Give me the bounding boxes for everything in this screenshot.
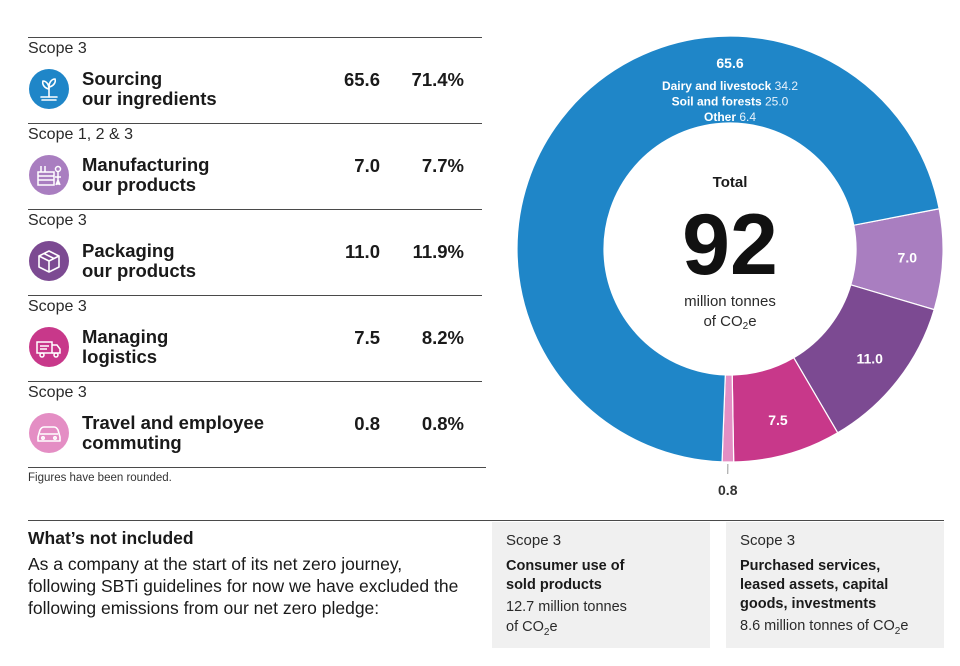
box-icon — [29, 241, 69, 281]
car-icon — [29, 413, 69, 453]
breakdown-label: Dairy and livestock 34.2 — [662, 79, 798, 93]
box-value: 12.7 million tonnes of CO2e — [506, 599, 627, 638]
category-name: Manufacturing our products — [82, 154, 210, 195]
donut-segment-0 — [516, 35, 940, 463]
table-row: Scope 3 Managing logistics 7.5 8.2% — [28, 295, 482, 381]
category-percent: 71.4% — [411, 69, 464, 90]
segment-value-label: 7.5 — [768, 412, 788, 428]
breakdown-label: Soil and forests 25.0 — [672, 95, 789, 109]
scope-label: Scope 3 — [28, 298, 87, 315]
category-percent: 11.9% — [412, 241, 464, 262]
segment-value-label: 11.0 — [856, 350, 883, 366]
category-value: 7.0 — [354, 155, 380, 176]
category-name: Travel and employee commuting — [82, 412, 265, 453]
breakdown-label: Other 6.4 — [704, 110, 756, 124]
table-row: Scope 1, 2 & 3 Manufacturing our products… — [28, 123, 482, 209]
excluded-title: What’s not included — [28, 528, 194, 548]
box-scope-label: Scope 3 — [506, 532, 562, 549]
scope-label: Scope 3 — [28, 384, 87, 401]
plant-icon — [29, 69, 69, 109]
segment-value-label: 0.8 — [718, 482, 738, 498]
excluded-box-purchased-services: Scope 3 Purchased services, leased asset… — [726, 522, 944, 648]
category-name: Sourcing our ingredients — [82, 68, 217, 109]
scope-label: Scope 3 — [28, 40, 87, 57]
rounding-note: Figures have been rounded. — [28, 472, 172, 484]
category-value: 7.5 — [354, 327, 380, 348]
category-percent: 8.2% — [421, 327, 464, 348]
emissions-table: Scope 3 Sourcing our ingredients 65.6 71.… — [28, 37, 482, 467]
table-row: Scope 3 Packaging our products 11.0 11.9% — [28, 209, 482, 295]
excluded-box-consumer-use: Scope 3 Consumer use of sold products 12… — [492, 522, 710, 648]
category-value: 0.8 — [354, 413, 380, 434]
category-value: 11.0 — [345, 241, 380, 262]
center-total-value: 92 — [682, 197, 778, 293]
scope-label: Scope 3 — [28, 212, 87, 229]
table-bottom-rule — [28, 467, 486, 468]
category-value: 65.6 — [343, 69, 380, 90]
center-total-label: Total — [713, 174, 748, 191]
table-row: Scope 3 Travel and employee commuting 0.8… — [28, 381, 482, 467]
category-percent: 7.7% — [421, 155, 464, 176]
scope-label: Scope 1, 2 & 3 — [28, 126, 133, 143]
emissions-donut-chart: 7.0 11.0 7.5 0.8 65.6 Dairy and livestock 34.… — [516, 35, 944, 498]
category-percent: 0.8% — [421, 413, 464, 434]
box-title: Consumer use of sold products — [506, 558, 625, 593]
category-name: Managing logistics — [82, 326, 169, 367]
excluded-section-rule — [28, 520, 944, 521]
factory-icon — [29, 155, 69, 195]
box-title: Purchased services, leased assets, capit… — [740, 558, 889, 612]
center-unit-line2: of CO2e — [703, 313, 756, 332]
box-scope-label: Scope 3 — [740, 532, 796, 549]
box-value: 8.6 million tonnes of CO2e — [740, 618, 909, 637]
category-name: Packaging our products — [82, 240, 197, 281]
segment-value-label: 65.6 — [716, 55, 743, 71]
excluded-body: As a company at the start of its net zer… — [28, 554, 459, 618]
segment-value-label: 7.0 — [898, 250, 918, 266]
center-unit-line1: million tonnes — [684, 293, 776, 310]
truck-icon — [29, 327, 69, 367]
table-row: Scope 3 Sourcing our ingredients 65.6 71.… — [28, 37, 482, 123]
